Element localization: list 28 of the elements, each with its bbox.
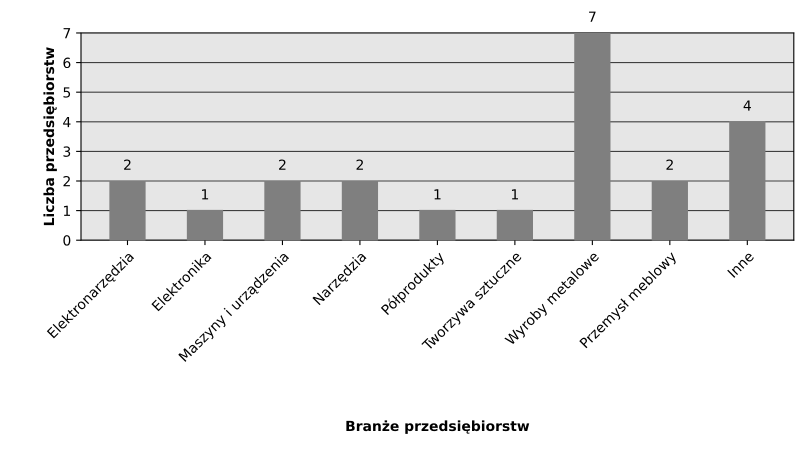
data-label: 4 <box>744 100 751 111</box>
data-label: 2 <box>279 159 286 170</box>
data-label: 2 <box>124 159 131 170</box>
y-tick-label: 3 <box>64 146 70 157</box>
y-axis-title: Liczba przedsiębiorstw <box>43 47 57 226</box>
bar <box>186 210 224 240</box>
y-tick-label: 2 <box>63 176 70 186</box>
bar <box>729 121 766 240</box>
bar <box>264 180 301 240</box>
bar <box>574 32 610 240</box>
data-label: 2 <box>356 159 363 170</box>
y-tick-label: 1 <box>64 206 70 216</box>
y-tick-label: 0 <box>63 235 70 246</box>
bar <box>419 210 456 240</box>
y-tick-label: 5 <box>64 87 70 98</box>
data-label: 7 <box>589 12 596 22</box>
bar <box>652 180 688 240</box>
x-axis-title: Branże przedsiębiorstw <box>346 420 530 434</box>
data-label: 2 <box>666 159 673 170</box>
bar <box>109 180 146 240</box>
bar <box>342 180 378 240</box>
y-tick-label: 7 <box>64 28 70 38</box>
y-tick-label: 4 <box>63 116 70 128</box>
data-label: 1 <box>434 189 441 200</box>
y-tick-label: 6 <box>63 58 70 68</box>
data-label: 1 <box>202 189 208 200</box>
data-label: 1 <box>512 189 518 200</box>
bar <box>496 210 534 240</box>
